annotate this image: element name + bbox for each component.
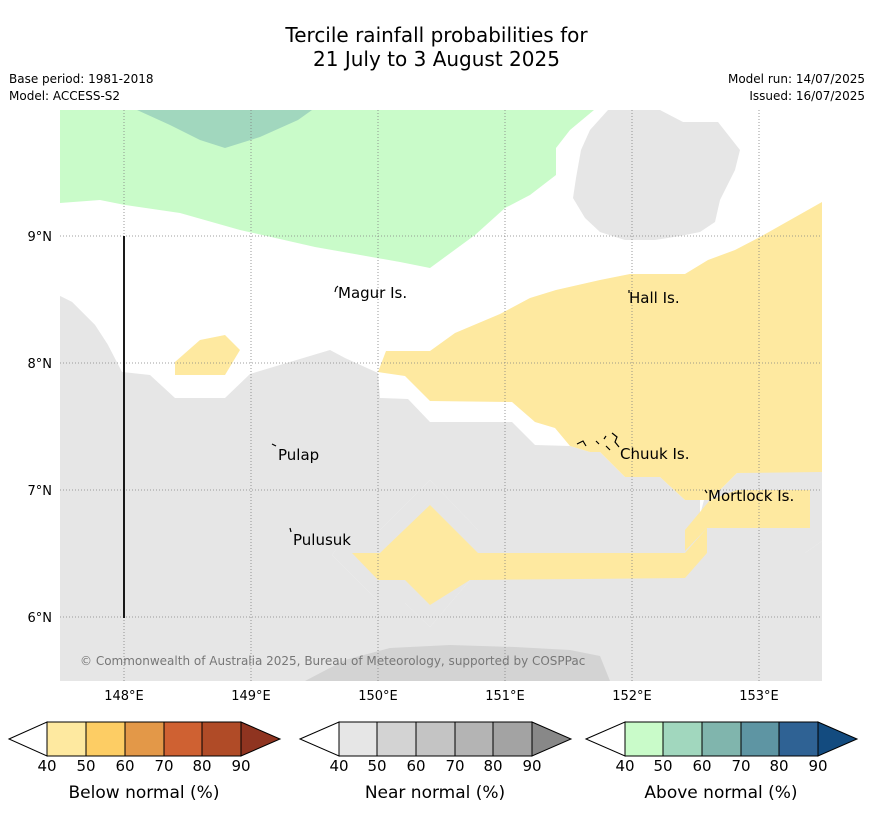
place-label-pulusuk: Pulusuk [293,531,351,549]
legend-below-label: Below normal (%) [69,783,220,803]
legend-above-tick-60: 60 [692,757,711,775]
longitude-labels: 148°E 149°E 150°E 151°E 152°E 153°E [104,689,779,704]
legend-near-extend-low [298,721,340,757]
below-normal-region-east [378,202,822,500]
legend-near-normal: 40 50 60 70 80 90 Near normal (%) [298,721,573,803]
model-label: Model: ACCESS-S2 [9,89,121,103]
legend-below-normal: 40 50 60 70 80 90 Below normal (%) [7,721,282,803]
pulap-island-shape [271,443,277,447]
legend-near-swatch-80 [492,721,533,757]
legend-near-tick-90: 90 [522,757,541,775]
legend-near-tick-80: 80 [483,757,502,775]
near-normal-region-dark [305,645,610,681]
legend-near-swatch-60 [415,721,456,757]
legend-below-tick-60: 60 [115,757,134,775]
lat-label-7n: 7°N [28,484,53,499]
below-normal-region-west [175,335,240,375]
lon-label-152e: 152°E [612,689,652,704]
below-normal-region-east-lower [685,490,810,551]
legend-above-extend-high [817,721,859,757]
legend-below-extend-high [240,721,282,757]
legend-near-extend-high [531,721,573,757]
model-run-label: Model run: 14/07/2025 [727,72,865,86]
legend-above-tick-50: 50 [653,757,672,775]
near-normal-region-south [60,296,822,627]
legend-near-tick-40: 40 [329,757,348,775]
lon-label-153e: 153°E [739,689,779,704]
legend-above-swatch-70 [740,721,780,757]
legend-above-label: Above normal (%) [644,783,797,803]
legend-above-swatch-50 [662,721,703,757]
lat-label-9n: 9°N [28,230,53,245]
map-title-line-1: Tercile rainfall probabilities for [285,23,588,47]
legend-below-swatch-60 [124,721,165,757]
legend-below-tick-50: 50 [76,757,95,775]
pulusuk-island-shape [289,527,292,533]
legend-near-swatch-40 [338,721,378,757]
legend-above-swatch-40 [624,721,664,757]
legend-below-tick-90: 90 [231,757,250,775]
lat-label-8n: 8°N [28,357,53,372]
legend-below-tick-40: 40 [37,757,56,775]
lon-label-149e: 149°E [231,689,271,704]
probability-regions [60,110,822,681]
legend-above-swatch-60 [701,721,742,757]
legend-above-extend-low [584,721,626,757]
lon-label-148e: 148°E [104,689,144,704]
chuuk-island-shapes [576,432,620,451]
above-normal-region-core [137,110,312,148]
legend-below-swatch-40 [46,721,87,757]
legend-near-tick-50: 50 [367,757,386,775]
legend-below-swatch-50 [85,721,126,757]
above-normal-region-north [60,110,594,268]
place-label-pulap: Pulap [278,446,319,464]
place-label-magur: Magur Is. [338,284,407,302]
mortlock-island-shape [704,489,708,494]
legend-near-swatch-50 [376,721,417,757]
below-normal-region-south [352,505,707,605]
legend-above-normal: 40 50 60 70 80 90 Above normal (%) [584,721,859,803]
legend-below-tick-80: 80 [192,757,211,775]
legend-below-swatch-80 [201,721,242,757]
near-normal-region-northeast [573,110,740,240]
legend-above-tick-80: 80 [769,757,788,775]
legend-below-swatch-70 [163,721,203,757]
legend-above-tick-90: 90 [808,757,827,775]
legend-near-label: Near normal (%) [365,783,505,803]
place-label-hall: Hall Is. [629,289,680,307]
base-period-label: Base period: 1981-2018 [9,72,154,86]
lon-label-151e: 151°E [485,689,525,704]
place-label-chuuk: Chuuk Is. [620,445,689,463]
lon-label-150e: 150°E [358,689,398,704]
legend-above-tick-40: 40 [615,757,634,775]
copyright-text: © Commonwealth of Australia 2025, Bureau… [80,654,585,668]
legend-near-swatch-70 [454,721,494,757]
place-labels: Magur Is. Hall Is. Pulap Chuuk Is. Mortl… [278,284,794,549]
map-title-line-2: 21 July to 3 August 2025 [313,47,560,71]
place-label-mortlock: Mortlock Is. [708,487,794,505]
legend-near-tick-60: 60 [406,757,425,775]
legend-near-tick-70: 70 [445,757,464,775]
legend-above-tick-70: 70 [731,757,750,775]
legend-below-tick-70: 70 [154,757,173,775]
legend-below-extend-low [7,721,48,757]
magur-island-shape [334,285,339,293]
latitude-labels: 9°N 8°N 7°N 6°N [28,230,53,626]
issued-label: Issued: 16/07/2025 [749,89,865,103]
lat-label-6n: 6°N [28,611,53,626]
near-normal-region-main [60,296,822,681]
legend-above-swatch-80 [778,721,819,757]
island-outlines [271,285,708,533]
